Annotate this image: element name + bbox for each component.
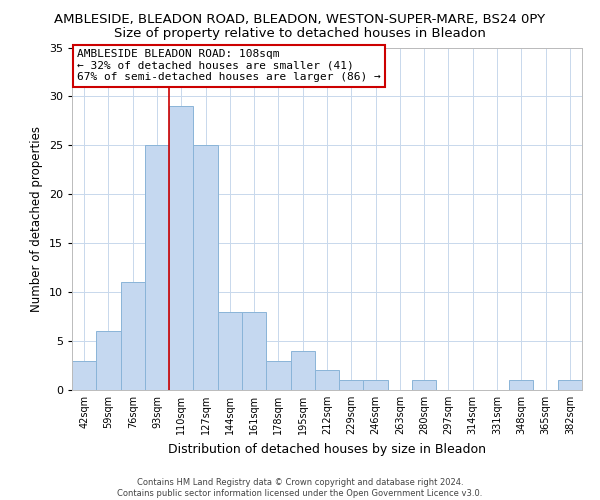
Bar <box>412 380 436 390</box>
Bar <box>315 370 339 390</box>
Bar <box>193 146 218 390</box>
Bar <box>96 332 121 390</box>
Bar <box>72 360 96 390</box>
Bar <box>364 380 388 390</box>
X-axis label: Distribution of detached houses by size in Bleadon: Distribution of detached houses by size … <box>168 442 486 456</box>
Bar <box>290 351 315 390</box>
Text: AMBLESIDE, BLEADON ROAD, BLEADON, WESTON-SUPER-MARE, BS24 0PY: AMBLESIDE, BLEADON ROAD, BLEADON, WESTON… <box>55 12 545 26</box>
Bar <box>339 380 364 390</box>
Bar <box>169 106 193 390</box>
Y-axis label: Number of detached properties: Number of detached properties <box>30 126 43 312</box>
Text: Contains HM Land Registry data © Crown copyright and database right 2024.
Contai: Contains HM Land Registry data © Crown c… <box>118 478 482 498</box>
Text: Size of property relative to detached houses in Bleadon: Size of property relative to detached ho… <box>114 28 486 40</box>
Text: AMBLESIDE BLEADON ROAD: 108sqm
← 32% of detached houses are smaller (41)
67% of : AMBLESIDE BLEADON ROAD: 108sqm ← 32% of … <box>77 49 381 82</box>
Bar <box>509 380 533 390</box>
Bar <box>558 380 582 390</box>
Bar <box>218 312 242 390</box>
Bar <box>145 146 169 390</box>
Bar <box>266 360 290 390</box>
Bar <box>242 312 266 390</box>
Bar <box>121 282 145 390</box>
